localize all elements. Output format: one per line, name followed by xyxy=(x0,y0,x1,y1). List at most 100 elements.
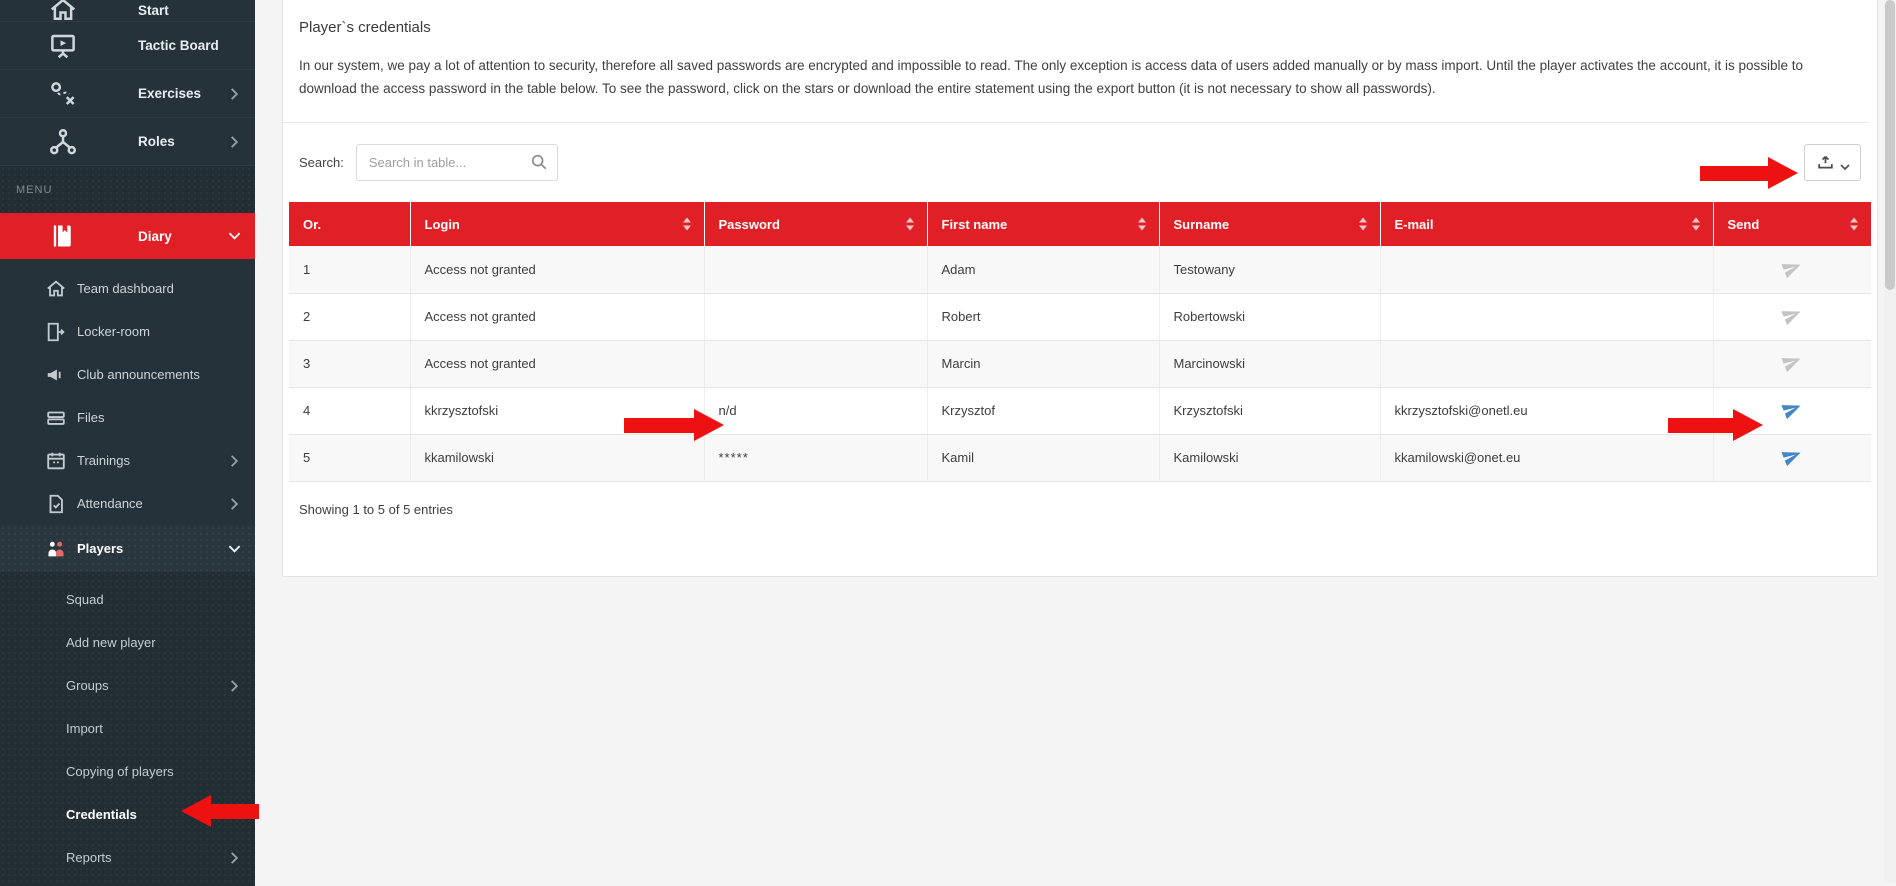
column-header-or[interactable]: Or. xyxy=(289,202,411,247)
sidebar-item-label: Credentials xyxy=(66,807,137,822)
send-icon xyxy=(1781,258,1802,279)
sidebar-item-tactic-board[interactable]: Tactic Board xyxy=(0,22,255,70)
home-icon xyxy=(45,278,67,300)
sidebar-item-reports[interactable]: Reports xyxy=(0,836,255,879)
cell-first-name: Robert xyxy=(927,293,1160,341)
search-icon xyxy=(530,153,548,171)
sort-icon xyxy=(1137,217,1146,231)
cell-password: n/d xyxy=(704,387,928,435)
sidebar-item-trainings[interactable]: Trainings xyxy=(0,439,255,482)
column-header-surname[interactable]: Surname xyxy=(1159,202,1381,247)
cell-email xyxy=(1380,293,1714,341)
cell-first-name: Kamil xyxy=(927,434,1160,482)
sidebar-item-label: Squad xyxy=(66,592,104,607)
sidebar-item-label: Files xyxy=(77,410,105,425)
sort-icon xyxy=(1691,217,1700,231)
menu-section-label: MENU xyxy=(16,183,53,196)
cell-password xyxy=(704,246,928,294)
vertical-scrollbar[interactable] xyxy=(1884,0,1896,882)
cell-login: kkamilowski xyxy=(410,434,705,482)
cell-send xyxy=(1713,246,1871,294)
sidebar-section-menu: MENU xyxy=(0,166,255,213)
description-text: In our system, we pay a lot of attention… xyxy=(283,48,1868,124)
cell-surname: Testowany xyxy=(1159,246,1381,294)
sidebar-item-label: Tactic Board xyxy=(138,38,219,53)
send-icon xyxy=(1781,352,1802,373)
calendar-icon xyxy=(45,450,67,472)
sidebar-item-locker-room[interactable]: Locker-room xyxy=(0,310,255,353)
main-content-card: Player`s credentials In our system, we p… xyxy=(282,0,1878,577)
sidebar-item-groups[interactable]: Groups xyxy=(0,664,255,707)
sidebar-item-squad[interactable]: Squad xyxy=(0,578,255,621)
cell-email xyxy=(1380,246,1714,294)
document-icon xyxy=(45,493,67,515)
export-icon xyxy=(1816,153,1835,172)
search-input[interactable] xyxy=(355,144,558,182)
chevron-right-icon xyxy=(230,87,239,100)
table-row: 3 Access not granted Marcin Marcinowski xyxy=(289,340,1871,388)
sidebar-item-import[interactable]: Import xyxy=(0,707,255,750)
sidebar-item-label: Start xyxy=(138,2,169,18)
chevron-down-icon xyxy=(1839,159,1850,171)
cell-or: 5 xyxy=(289,434,411,482)
diary-submenu: Team dashboard Locker-room Club announce… xyxy=(0,259,255,886)
cell-or: 2 xyxy=(289,293,411,341)
door-icon xyxy=(45,321,67,343)
sidebar-item-files[interactable]: Files xyxy=(0,396,255,439)
sidebar-item-label: Exercises xyxy=(138,86,202,101)
sidebar-item-roles[interactable]: Roles xyxy=(0,118,255,166)
page-title: Player`s credentials xyxy=(299,19,431,36)
cell-first-name: Krzysztof xyxy=(927,387,1160,435)
cell-or: 4 xyxy=(289,387,411,435)
sidebar-item-label: Import xyxy=(66,721,103,736)
sort-icon xyxy=(682,217,691,231)
send-icon[interactable] xyxy=(1781,399,1802,420)
sidebar-item-label: Reports xyxy=(66,850,112,865)
sidebar-item-label: Locker-room xyxy=(77,324,150,339)
sidebar-item-exercises[interactable]: Exercises xyxy=(0,70,255,118)
sort-icon xyxy=(905,217,914,231)
table-row: 4 kkrzysztofski n/d Krzysztof Krzysztofs… xyxy=(289,387,1871,435)
sidebar-item-diary[interactable]: Diary xyxy=(0,213,255,259)
cell-login: Access not granted xyxy=(410,293,705,341)
chevron-right-icon xyxy=(230,679,239,692)
sidebar-item-label: Copying of players xyxy=(66,764,174,779)
cell-first-name: Adam xyxy=(927,246,1160,294)
export-button[interactable] xyxy=(1804,144,1861,182)
sidebar-item-start[interactable]: Start xyxy=(0,0,255,22)
cell-password: ***** xyxy=(704,434,928,482)
sidebar-item-label: Add new player xyxy=(66,635,156,650)
cell-login: Access not granted xyxy=(410,246,705,294)
column-header-first-name[interactable]: First name xyxy=(927,202,1160,247)
cell-email: kkamilowski@onet.eu xyxy=(1380,434,1714,482)
send-icon[interactable] xyxy=(1781,446,1802,467)
sidebar-item-attendance[interactable]: Attendance xyxy=(0,482,255,525)
chevron-down-icon xyxy=(228,232,241,241)
sort-icon xyxy=(1850,217,1858,231)
table-row: 5 kkamilowski ***** Kamil Kamilowski kka… xyxy=(289,434,1871,482)
column-header-login[interactable]: Login xyxy=(410,202,705,247)
sidebar-item-label: Club announcements xyxy=(77,367,200,382)
table-entries-info: Showing 1 to 5 of 5 entries xyxy=(299,501,453,517)
sidebar-item-add-new-player[interactable]: Add new player xyxy=(0,621,255,664)
sidebar-item-players[interactable]: Players xyxy=(0,525,255,572)
sort-icon xyxy=(1358,217,1367,231)
sidebar-item-team-dashboard[interactable]: Team dashboard xyxy=(0,267,255,310)
column-header-password[interactable]: Password xyxy=(704,202,928,247)
sidebar-item-copying-of-players[interactable]: Copying of players xyxy=(0,750,255,793)
cell-send xyxy=(1713,293,1871,341)
chevron-down-icon xyxy=(228,544,241,553)
search-label: Search: xyxy=(299,155,344,171)
sidebar-item-label: Roles xyxy=(138,134,175,149)
sidebar-item-label: Trainings xyxy=(77,453,130,468)
column-header-send[interactable]: Send xyxy=(1713,202,1871,247)
column-header-email[interactable]: E-mail xyxy=(1380,202,1714,247)
megaphone-icon xyxy=(45,364,67,386)
sidebar-item-credentials[interactable]: Credentials xyxy=(0,793,255,836)
sidebar-item-club-announcements[interactable]: Club announcements xyxy=(0,353,255,396)
cell-first-name: Marcin xyxy=(927,340,1160,388)
sidebar-item-label: Groups xyxy=(66,678,109,693)
scrollbar-thumb[interactable] xyxy=(1885,0,1895,290)
password-stars[interactable]: ***** xyxy=(718,450,749,466)
exercises-icon xyxy=(48,79,78,109)
